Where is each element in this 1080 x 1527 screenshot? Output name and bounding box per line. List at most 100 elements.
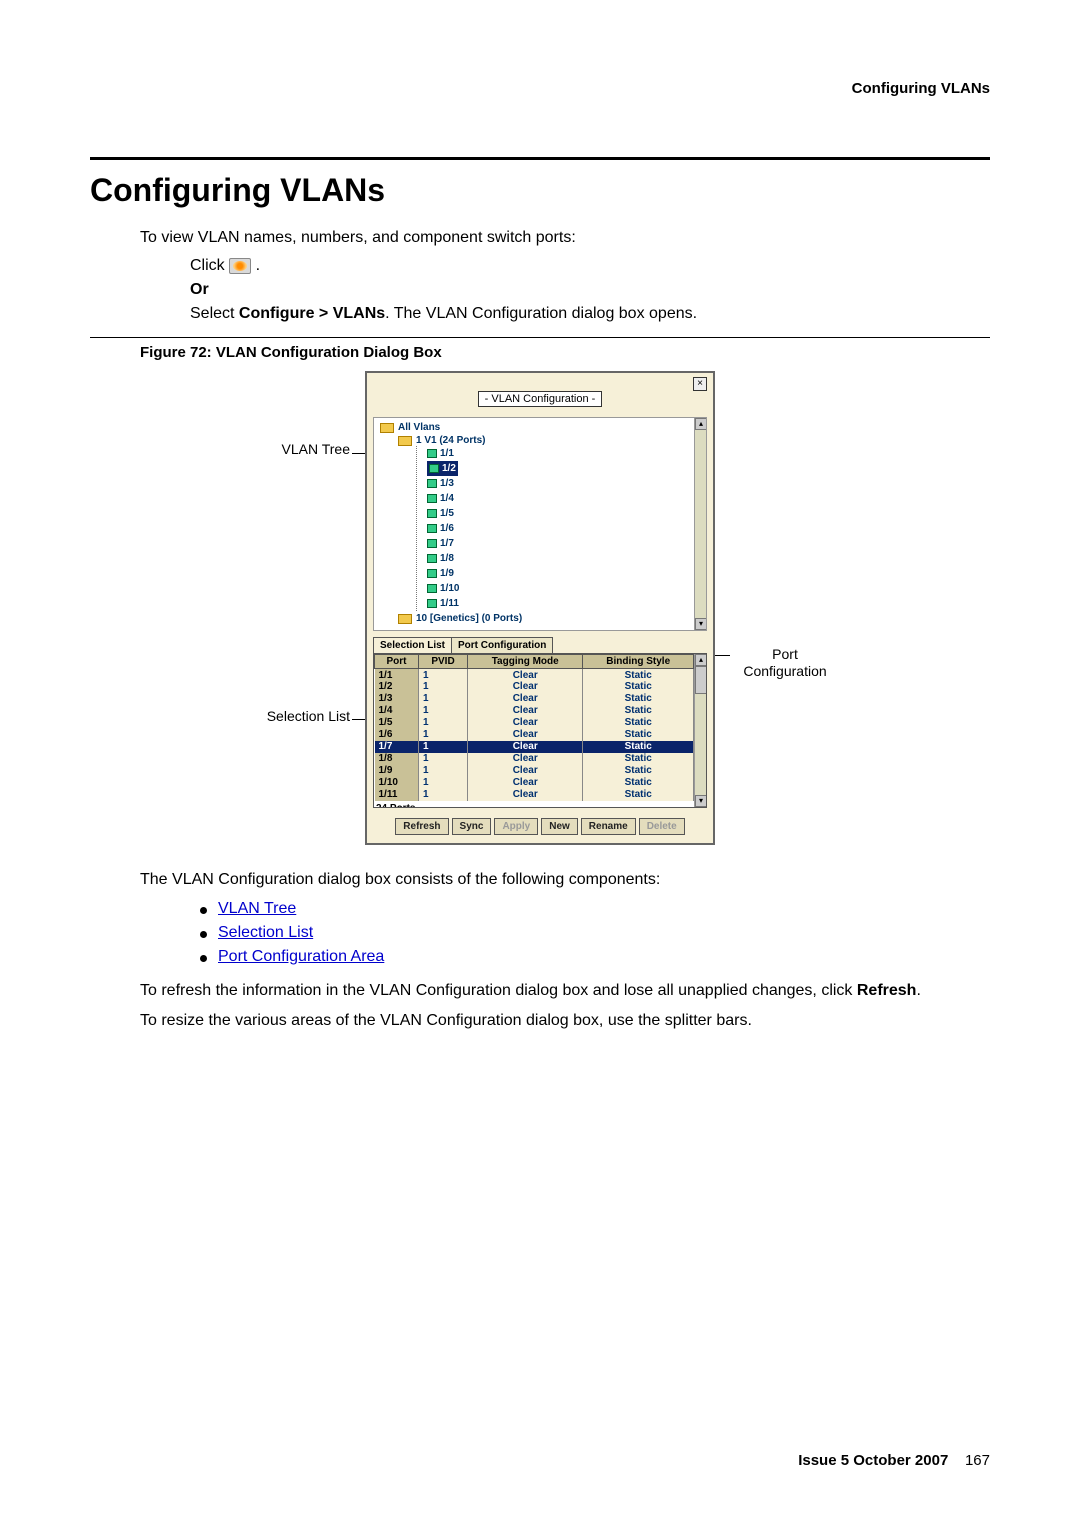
table-cell: 1/4: [375, 705, 419, 717]
row-count-label: 24 Ports: [374, 801, 706, 809]
table-row[interactable]: 1/71ClearStatic: [375, 741, 694, 753]
port-icon: [427, 554, 437, 563]
callout-selection-list-text: Selection List: [267, 708, 350, 724]
vlan-tree-area[interactable]: ▴ ▾ All Vlans 1 V1 (24 Ports) 1/11/21/31…: [373, 417, 707, 631]
rule-figure: [90, 337, 990, 338]
click-suffix: .: [256, 257, 260, 274]
tree-port-item[interactable]: 1/6: [427, 521, 700, 536]
apply-button: Apply: [494, 818, 538, 835]
tree-port-item[interactable]: 1/5: [427, 506, 700, 521]
port-icon: [427, 584, 437, 593]
table-row[interactable]: 1/11ClearStatic: [375, 669, 694, 681]
table-cell: Static: [583, 753, 694, 765]
click-instruction: Click .: [190, 257, 990, 275]
figure-wrap: VLAN Tree Selection List Port Configurat…: [240, 371, 840, 845]
table-cell: 1/8: [375, 753, 419, 765]
tree-content: All Vlans 1 V1 (24 Ports) 1/11/21/31/41/…: [374, 418, 706, 628]
resize-instruction: To resize the various areas of the VLAN …: [140, 1010, 990, 1032]
table-cell: Clear: [468, 729, 583, 741]
port-table[interactable]: PortPVIDTagging ModeBinding Style 1/11Cl…: [374, 654, 694, 801]
refresh-instruction: To refresh the information in the VLAN C…: [140, 980, 990, 1002]
select-bold: Configure > VLANs: [239, 305, 385, 322]
table-column-header[interactable]: Port: [375, 655, 419, 669]
port-icon: [427, 494, 437, 503]
table-cell: 1/7: [375, 741, 419, 753]
component-link[interactable]: Port Configuration Area: [218, 948, 384, 965]
tree-port-item[interactable]: 1/1: [427, 446, 700, 461]
table-scrollbar[interactable]: ▴ ▾: [694, 654, 706, 807]
tree-vlan10[interactable]: 10 [Genetics] (0 Ports): [398, 613, 700, 624]
callout-port-config: Port Configuration: [730, 646, 840, 680]
table-cell: Clear: [468, 789, 583, 801]
table-header-row: PortPVIDTagging ModeBinding Style: [375, 655, 694, 669]
table-cell: 1: [418, 669, 467, 681]
tree-port-item[interactable]: 1/4: [427, 491, 700, 506]
table-cell: 1: [418, 741, 467, 753]
tabs-row: Selection List Port Configuration: [373, 637, 707, 653]
tab-selection-list[interactable]: Selection List: [373, 637, 452, 653]
table-row[interactable]: 1/21ClearStatic: [375, 681, 694, 693]
table-cell: 1: [418, 789, 467, 801]
table-cell: Clear: [468, 717, 583, 729]
table-row[interactable]: 1/91ClearStatic: [375, 765, 694, 777]
tree-port-label: 1/11: [440, 598, 459, 609]
table-cell: Static: [583, 681, 694, 693]
table-row[interactable]: 1/111ClearStatic: [375, 789, 694, 801]
table-cell: Static: [583, 789, 694, 801]
tree-port-item[interactable]: 1/7: [427, 536, 700, 551]
tree-port-label: 1/8: [440, 553, 454, 564]
component-link[interactable]: VLAN Tree: [218, 900, 296, 917]
tree-port-label: 1/10: [440, 583, 459, 594]
rename-button[interactable]: Rename: [581, 818, 636, 835]
table-cell: 1/1: [375, 669, 419, 681]
table-row[interactable]: 1/51ClearStatic: [375, 717, 694, 729]
scroll-thumb[interactable]: [695, 666, 707, 694]
table-cell: 1: [418, 705, 467, 717]
tree-port-item[interactable]: 1/3: [427, 476, 700, 491]
tree-root-label: All Vlans: [398, 422, 440, 433]
scroll-up-icon[interactable]: ▴: [695, 418, 707, 430]
table-column-header[interactable]: PVID: [418, 655, 467, 669]
tree-port-item[interactable]: 1/9: [427, 566, 700, 581]
table-row[interactable]: 1/41ClearStatic: [375, 705, 694, 717]
sync-button[interactable]: Sync: [452, 818, 492, 835]
table-cell: Static: [583, 693, 694, 705]
components-intro: The VLAN Configuration dialog box consis…: [140, 869, 990, 891]
vlan-config-dialog: × - VLAN Configuration - ▴ ▾ All Vlans 1…: [365, 371, 715, 845]
scroll-up-icon[interactable]: ▴: [695, 654, 707, 666]
scroll-down-icon[interactable]: ▾: [695, 795, 707, 807]
tab-port-configuration[interactable]: Port Configuration: [451, 637, 553, 653]
tree-port-label: 1/2: [442, 463, 456, 474]
callout-port-config-text: Port Configuration: [743, 646, 826, 679]
dialog-title-wrap: - VLAN Configuration -: [367, 373, 713, 413]
table-row[interactable]: 1/81ClearStatic: [375, 753, 694, 765]
refresh-button[interactable]: Refresh: [395, 818, 448, 835]
table-column-header[interactable]: Binding Style: [583, 655, 694, 669]
table-cell: Clear: [468, 741, 583, 753]
tree-port-item[interactable]: 1/10: [427, 581, 700, 596]
tree-root[interactable]: All Vlans: [380, 422, 700, 433]
tree-port-item[interactable]: 1/2: [427, 461, 458, 476]
table-row[interactable]: 1/61ClearStatic: [375, 729, 694, 741]
page-footer: Issue 5 October 2007 167: [798, 1452, 990, 1469]
tree-vlan10-label: 10 [Genetics] (0 Ports): [416, 613, 522, 624]
table-row[interactable]: 1/101ClearStatic: [375, 777, 694, 789]
component-link[interactable]: Selection List: [218, 924, 313, 941]
scroll-down-icon[interactable]: ▾: [695, 618, 707, 630]
table-cell: 1/3: [375, 693, 419, 705]
or-bold: Or: [190, 281, 209, 298]
tree-port-label: 1/1: [440, 448, 454, 459]
table-cell: 1/11: [375, 789, 419, 801]
rule-top: [90, 157, 990, 160]
tree-port-item[interactable]: 1/11: [427, 596, 700, 611]
close-icon[interactable]: ×: [693, 377, 707, 391]
tree-port-item[interactable]: 1/8: [427, 551, 700, 566]
table-column-header[interactable]: Tagging Mode: [468, 655, 583, 669]
tree-scrollbar[interactable]: ▴ ▾: [694, 418, 706, 630]
table-row[interactable]: 1/31ClearStatic: [375, 693, 694, 705]
port-icon: [427, 524, 437, 533]
new-button[interactable]: New: [541, 818, 578, 835]
tree-vlan1[interactable]: 1 V1 (24 Ports): [398, 435, 700, 446]
table-cell: 1/2: [375, 681, 419, 693]
select-instruction: Select Configure > VLANs. The VLAN Confi…: [190, 305, 990, 323]
